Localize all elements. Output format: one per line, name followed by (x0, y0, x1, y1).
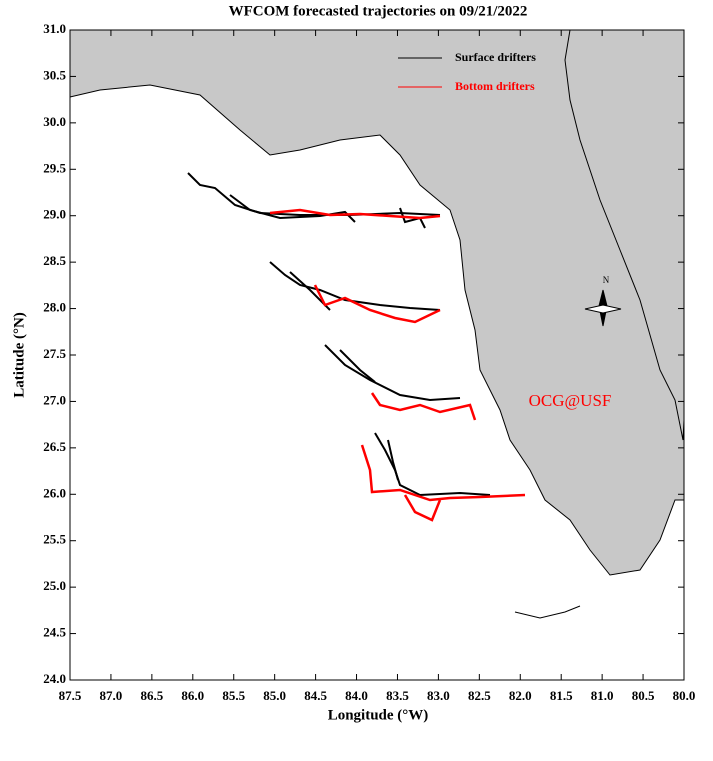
y-tick-label: 24.0 (43, 671, 66, 686)
trajectory (187, 172, 441, 216)
trajectory (374, 432, 491, 497)
x-tick-label: 85.5 (222, 688, 245, 703)
annotation: OCG@USF (529, 391, 612, 410)
trajectory (313, 284, 441, 324)
compass-label: N (603, 275, 610, 285)
x-tick-label: 87.5 (59, 688, 82, 703)
x-tick-label: 84.5 (304, 688, 327, 703)
trajectory (269, 261, 441, 311)
trajectory (360, 444, 526, 502)
x-tick-label: 82.5 (468, 688, 491, 703)
y-tick-label: 31.0 (43, 21, 66, 36)
x-tick-label: 87.0 (100, 688, 123, 703)
x-axis-label: Longitude (°W) (328, 707, 429, 723)
x-tick-label: 86.0 (181, 688, 204, 703)
x-tick-label: 86.5 (140, 688, 163, 703)
trajectory (269, 208, 441, 220)
y-tick-label: 28.0 (43, 300, 66, 315)
compass (584, 289, 622, 327)
x-tick-label: 82.0 (509, 688, 532, 703)
y-axis-label: Latitude (°N) (11, 312, 27, 398)
y-tick-label: 30.0 (43, 114, 66, 129)
x-tick-label: 83.5 (386, 688, 409, 703)
y-tick-label: 30.5 (43, 67, 66, 82)
chart-title: WFCOM forecasted trajectories on 09/21/2… (229, 3, 528, 19)
x-tick-label: 85.0 (263, 688, 286, 703)
x-tick-label: 80.5 (632, 688, 655, 703)
x-tick-label: 80.0 (673, 688, 696, 703)
y-tick-label: 24.5 (43, 625, 66, 640)
y-tick-label: 25.0 (43, 578, 66, 593)
legend-label: Surface drifters (455, 50, 536, 64)
trajectory (339, 349, 376, 383)
trajectory (403, 494, 442, 522)
x-tick-label: 84.0 (345, 688, 368, 703)
land (69, 29, 685, 576)
y-tick-label: 25.5 (43, 532, 66, 547)
y-tick-label: 29.5 (43, 160, 66, 175)
y-tick-label: 26.5 (43, 439, 66, 454)
y-tick-label: 27.5 (43, 346, 66, 361)
legend-label: Bottom drifters (455, 79, 535, 93)
x-tick-label: 83.0 (427, 688, 450, 703)
y-tick-label: 27.0 (43, 392, 66, 407)
y-tick-label: 26.0 (43, 485, 66, 500)
x-tick-label: 81.0 (591, 688, 614, 703)
trajectory (324, 344, 461, 402)
keys (514, 605, 581, 619)
x-tick-label: 81.5 (550, 688, 573, 703)
trajectory (229, 194, 356, 223)
trajectory (387, 439, 399, 481)
trajectory (370, 392, 477, 421)
y-tick-label: 28.5 (43, 253, 66, 268)
y-tick-label: 29.0 (43, 207, 66, 222)
trajectory (399, 207, 426, 229)
